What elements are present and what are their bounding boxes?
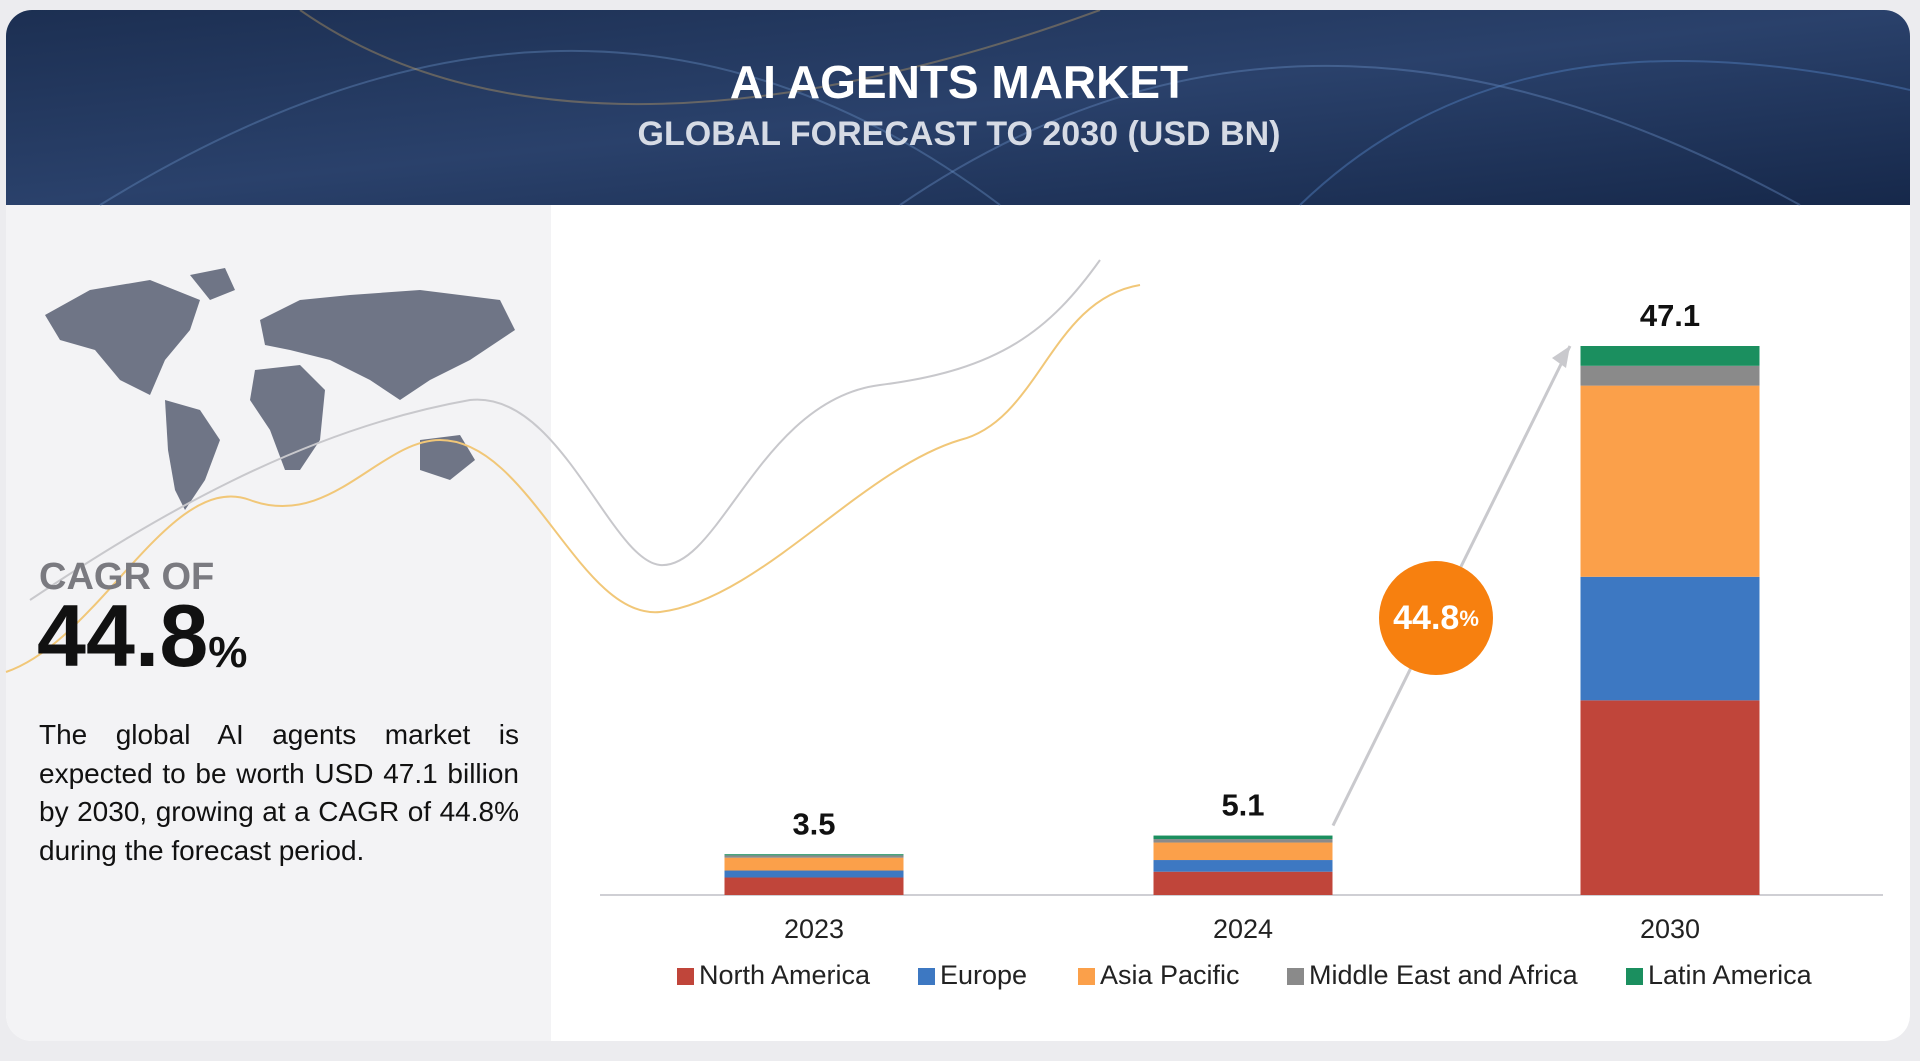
legend-swatch xyxy=(918,968,935,985)
legend-swatch xyxy=(677,968,694,985)
bar-segment xyxy=(1153,835,1333,840)
bar-segment xyxy=(1580,385,1760,577)
legend-label: North America xyxy=(699,960,871,990)
bar-segment xyxy=(1153,839,1333,843)
total-label: 3.5 xyxy=(792,806,835,841)
world-map xyxy=(45,268,515,510)
header xyxy=(6,10,1910,205)
decor-curves xyxy=(5,259,1141,673)
legend-swatch xyxy=(1078,968,1095,985)
legend-swatch xyxy=(1626,968,1643,985)
legend-label: Europe xyxy=(940,960,1027,990)
legend-label: Asia Pacific xyxy=(1100,960,1240,990)
cagr-number: 44.8 xyxy=(37,586,208,685)
bar-segment xyxy=(1153,871,1333,895)
bar-segment xyxy=(724,870,904,878)
cagr-value: 44.8% xyxy=(37,586,247,685)
header-decor xyxy=(99,10,1910,206)
legend-label: Middle East and Africa xyxy=(1309,960,1579,990)
x-tick-label: 2023 xyxy=(784,914,844,944)
bar-segment xyxy=(724,877,904,895)
bar-segment xyxy=(1153,860,1333,872)
bar-segment xyxy=(724,855,904,858)
arrow-head xyxy=(1552,346,1570,368)
bar-segment xyxy=(724,854,904,856)
cagr-bubble-text: 44.8% xyxy=(1393,599,1479,637)
bar-segment xyxy=(1580,365,1760,386)
cagr-bubble-number: 44.8 xyxy=(1393,599,1459,637)
bar-segment xyxy=(724,857,904,871)
legend-label: Latin America xyxy=(1648,960,1813,990)
cagr-bubble xyxy=(1379,561,1493,675)
subtitle: GLOBAL FORECAST TO 2030 (USD BN) xyxy=(638,115,1281,153)
description: The global AI agents market is expected … xyxy=(39,719,519,866)
total-label: 5.1 xyxy=(1221,788,1264,823)
bar-segment xyxy=(1580,700,1760,895)
cagr-label: CAGR OF xyxy=(39,556,214,598)
bar-segment xyxy=(1580,576,1760,701)
x-tick-label: 2030 xyxy=(1640,914,1700,944)
x-tick-label: 2024 xyxy=(1213,914,1273,944)
total-label: 47.1 xyxy=(1640,298,1700,333)
cagr-bubble-unit: % xyxy=(1459,606,1479,631)
bar-segment xyxy=(1153,842,1333,861)
cagr-unit: % xyxy=(208,628,247,677)
title: AI AGENTS MARKET xyxy=(730,56,1188,108)
bar-segment xyxy=(1580,346,1760,366)
legend-swatch xyxy=(1287,968,1304,985)
